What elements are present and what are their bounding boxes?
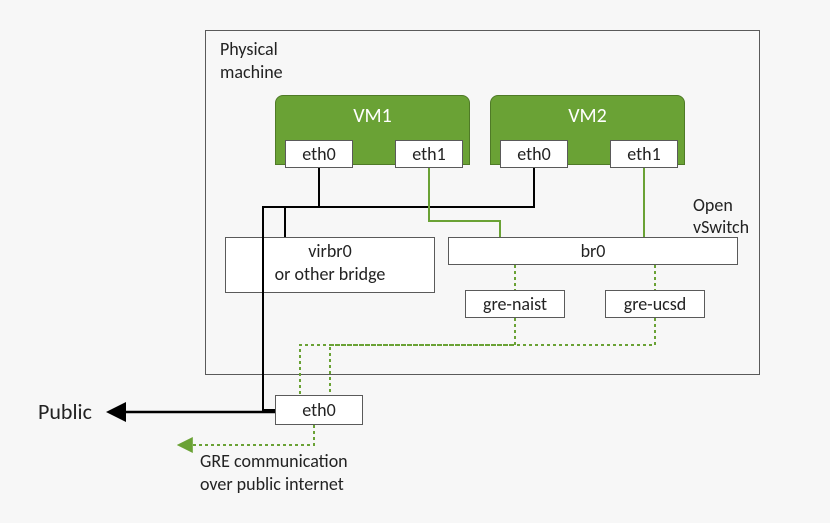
edge-host-gre-comm bbox=[180, 425, 314, 445]
vm1-eth1: eth1 bbox=[395, 140, 463, 168]
vm1-eth0-label: eth0 bbox=[302, 143, 335, 165]
pm-line1: Physical bbox=[220, 38, 278, 60]
gre-ucsd-label: gre-ucsd bbox=[624, 293, 687, 315]
physical-machine-box bbox=[205, 30, 760, 375]
physical-machine-label: Physical machine bbox=[220, 38, 283, 83]
virbr0-line2: or other bridge bbox=[275, 263, 386, 285]
ovs-line2: vSwitch bbox=[693, 216, 749, 238]
host-eth0-label: eth0 bbox=[302, 399, 335, 421]
gre-comm-label: GRE communication over public internet bbox=[200, 450, 348, 495]
gre-ucsd-box: gre-ucsd bbox=[605, 290, 705, 318]
virbr0-line1: virbr0 bbox=[308, 240, 351, 262]
vm2-eth1: eth1 bbox=[610, 140, 678, 168]
ovs-line1: Open bbox=[693, 194, 733, 216]
open-vswitch-label: Open vSwitch bbox=[693, 195, 749, 238]
vm2-eth0: eth0 bbox=[500, 140, 568, 168]
pm-line2: machine bbox=[220, 61, 283, 83]
vm2-label: VM2 bbox=[568, 104, 607, 128]
gre-comm-line1: GRE communication bbox=[200, 450, 348, 472]
vm2-eth1-label: eth1 bbox=[627, 143, 660, 165]
br0-box: br0 bbox=[448, 237, 738, 265]
gre-naist-label: gre-naist bbox=[483, 293, 547, 315]
vm1-label: VM1 bbox=[353, 104, 392, 128]
vm2-eth0-label: eth0 bbox=[517, 143, 550, 165]
host-eth0-box: eth0 bbox=[275, 395, 363, 425]
public-label: Public bbox=[38, 398, 92, 425]
vm1-eth0: eth0 bbox=[285, 140, 353, 168]
edge-host-side bbox=[263, 393, 275, 410]
gre-comm-line2: over public internet bbox=[200, 473, 344, 495]
gre-naist-box: gre-naist bbox=[465, 290, 565, 318]
vm1-eth1-label: eth1 bbox=[412, 143, 445, 165]
br0-label: br0 bbox=[581, 240, 606, 262]
virbr0-box: virbr0 or other bridge bbox=[225, 237, 435, 293]
